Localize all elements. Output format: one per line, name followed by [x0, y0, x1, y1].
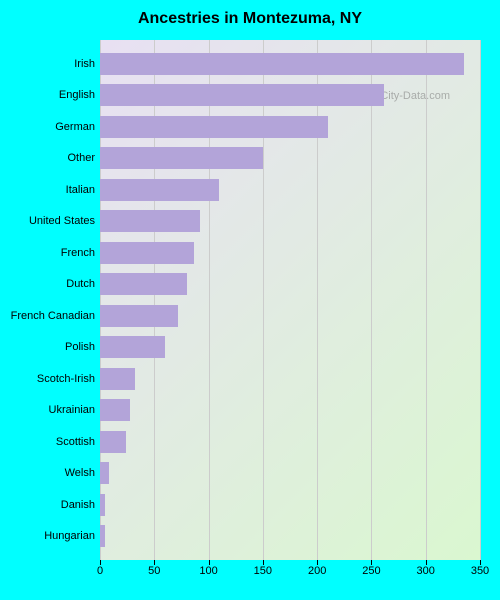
bar: [100, 368, 135, 390]
x-tick-label: 100: [199, 565, 217, 577]
y-axis-label: Italian: [0, 179, 95, 201]
gridline: [371, 40, 372, 560]
y-axis-label: Welsh: [0, 462, 95, 484]
gridline: [426, 40, 427, 560]
x-tick-label: 300: [417, 565, 435, 577]
bar-row: [100, 336, 165, 358]
x-tick-label: 150: [254, 565, 272, 577]
bar: [100, 431, 126, 453]
bar: [100, 305, 178, 327]
chart-title: Ancestries in Montezuma, NY: [0, 10, 500, 28]
bar: [100, 336, 165, 358]
bar-row: [100, 494, 105, 516]
y-axis-label: Hungarian: [0, 525, 95, 547]
bar-row: [100, 431, 126, 453]
y-axis-label: Irish: [0, 53, 95, 75]
bar-row: [100, 273, 187, 295]
y-axis-label: Danish: [0, 494, 95, 516]
bar: [100, 525, 105, 547]
bar: [100, 462, 109, 484]
y-axis-label: English: [0, 84, 95, 106]
bar-row: [100, 84, 384, 106]
bar: [100, 273, 187, 295]
y-axis-label: German: [0, 116, 95, 138]
x-tick-label: 250: [362, 565, 380, 577]
bar: [100, 210, 200, 232]
y-axis-label: Polish: [0, 336, 95, 358]
x-tick-label: 0: [97, 565, 103, 577]
x-tick-label: 50: [148, 565, 160, 577]
bar-row: [100, 462, 109, 484]
y-axis-label: Other: [0, 147, 95, 169]
y-axis-label: Ukrainian: [0, 399, 95, 421]
bar-row: [100, 368, 135, 390]
chart-container: Ancestries in Montezuma, NY City-Data.co…: [0, 0, 500, 600]
bar: [100, 84, 384, 106]
bar-row: [100, 147, 263, 169]
y-axis-label: Dutch: [0, 273, 95, 295]
bar-row: [100, 53, 464, 75]
bar-row: [100, 399, 130, 421]
y-axis-label: United States: [0, 210, 95, 232]
bar: [100, 53, 464, 75]
x-tick-label: 350: [471, 565, 489, 577]
x-tick-label: 200: [308, 565, 326, 577]
bar-row: [100, 210, 200, 232]
bar: [100, 399, 130, 421]
y-axis-label: French: [0, 242, 95, 264]
bar: [100, 147, 263, 169]
bar-row: [100, 525, 105, 547]
gridline: [480, 40, 481, 560]
bar: [100, 179, 219, 201]
bar: [100, 116, 328, 138]
bar-row: [100, 179, 219, 201]
watermark-text: City-Data.com: [380, 90, 450, 102]
plot-area: City-Data.com: [100, 40, 480, 560]
bar-row: [100, 242, 194, 264]
bar-row: [100, 305, 178, 327]
bar: [100, 242, 194, 264]
y-axis-label: Scottish: [0, 431, 95, 453]
y-axis-label: Scotch-Irish: [0, 368, 95, 390]
bar: [100, 494, 105, 516]
y-axis-label: French Canadian: [0, 305, 95, 327]
bar-row: [100, 116, 328, 138]
